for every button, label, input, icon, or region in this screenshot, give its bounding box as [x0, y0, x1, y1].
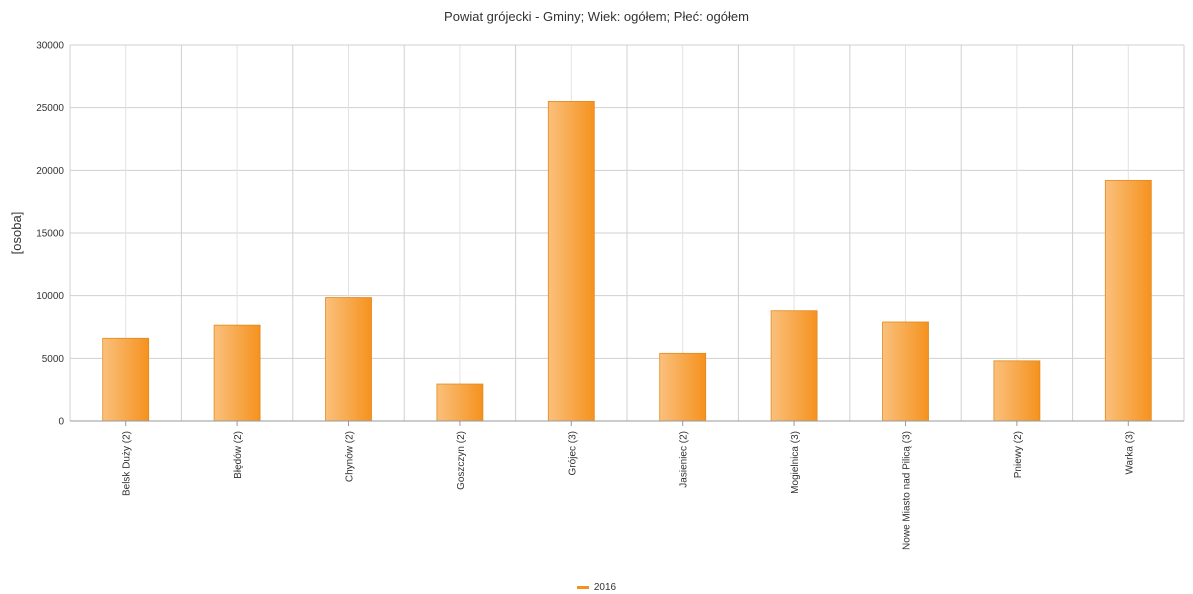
y-tick-label: 0 [58, 417, 64, 428]
bar[interactable] [213, 324, 261, 422]
y-tick-label: 15000 [36, 229, 64, 240]
y-tick-label: 10000 [36, 291, 64, 302]
legend[interactable]: 2016 [0, 582, 1193, 593]
x-tick-label: Chynów (2) [345, 431, 356, 482]
bar[interactable] [882, 321, 929, 422]
bar[interactable] [102, 337, 150, 422]
x-tick-label: Mogielnica (3) [790, 431, 801, 494]
x-tick-label: Błędów (2) [233, 431, 244, 479]
y-tick-label: 30000 [36, 41, 64, 52]
chart-title: Powiat grójecki - Gminy; Wiek: ogółem; P… [444, 9, 749, 24]
x-tick-label: Grójec (3) [567, 431, 578, 475]
y-axis-label: [osoba] [9, 212, 24, 255]
legend-label: 2016 [593, 582, 617, 593]
axes: 0 5000 10000 15000 20000 25000 30000 Belsk Duży… [36, 41, 1184, 550]
bar[interactable] [659, 352, 707, 422]
bar[interactable] [547, 101, 595, 422]
x-tick-label: Warka (3) [1124, 431, 1135, 475]
bar[interactable] [436, 383, 484, 422]
y-tick-label: 20000 [36, 166, 64, 177]
legend-swatch [576, 585, 589, 589]
y-tick-label: 5000 [42, 354, 65, 365]
bar[interactable] [325, 297, 372, 422]
x-tick-label: Goszczyn (2) [456, 431, 467, 490]
bar[interactable] [993, 360, 1041, 422]
bar[interactable] [770, 310, 818, 422]
bars [102, 101, 1152, 422]
y-tick-label: 25000 [36, 103, 64, 114]
x-tick-label: Nowe Miasto nad Pilicą (3) [902, 431, 913, 550]
x-tick-label: Belsk Duży (2) [122, 431, 133, 496]
x-tick-label: Pniewy (2) [1013, 431, 1024, 478]
x-tick-label: Jasieniec (2) [679, 431, 690, 488]
bar[interactable] [1104, 179, 1152, 422]
